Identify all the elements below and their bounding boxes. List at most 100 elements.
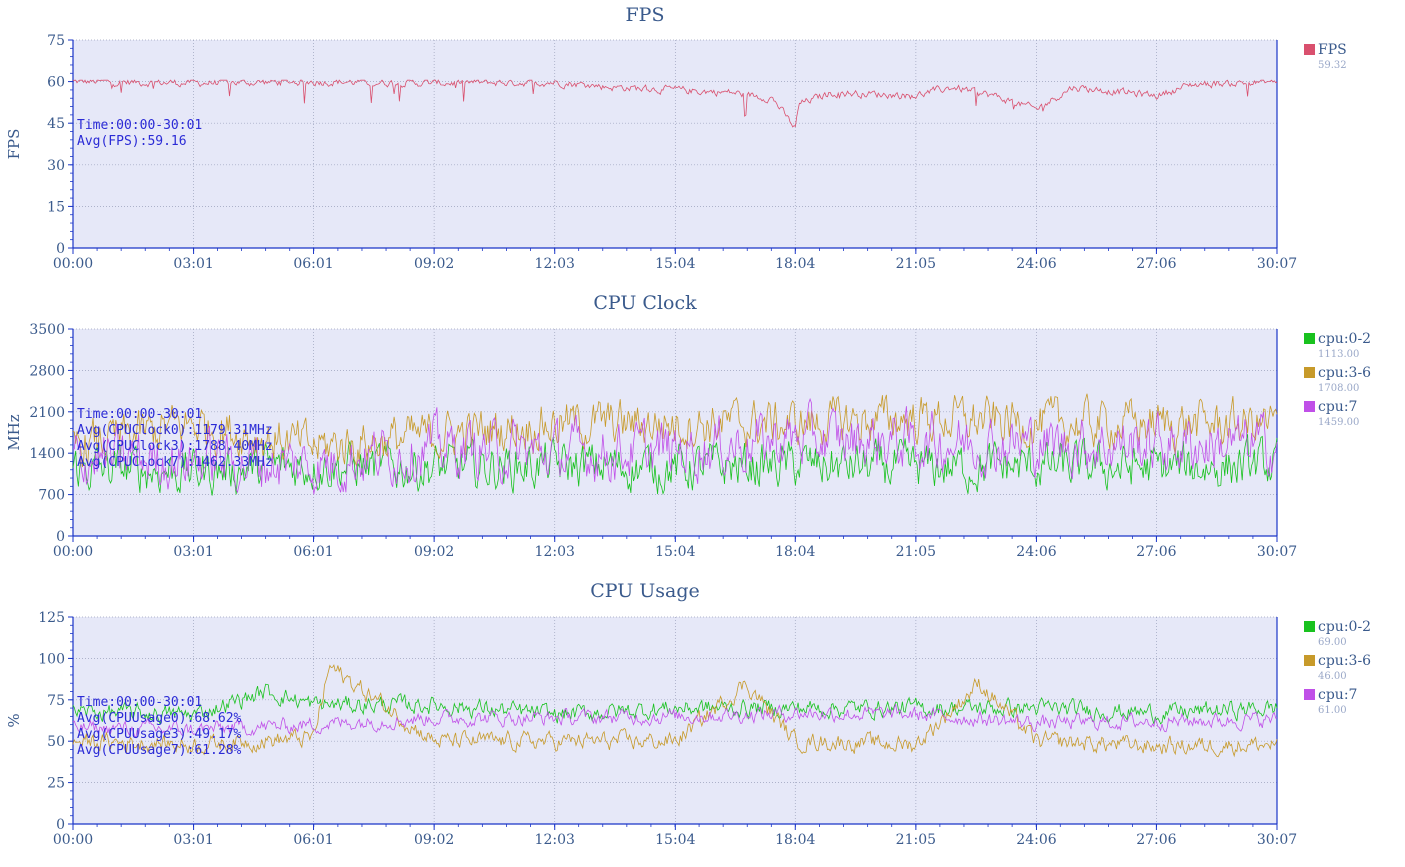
legend-swatch [1304, 44, 1315, 55]
x-tick-label: 09:02 [414, 832, 454, 848]
x-tick-label: 06:01 [293, 544, 333, 560]
chart-title: FPS [626, 4, 665, 26]
y-tick-label: 75 [47, 33, 65, 49]
annotation-text: Time:00:00-30:01 [77, 118, 202, 133]
legend-value: 61.00 [1318, 705, 1347, 716]
legend-swatch [1304, 621, 1315, 632]
legend-value: 59.32 [1318, 60, 1347, 71]
x-tick-label: 18:04 [775, 256, 815, 272]
annotation-text: Time:00:00-30:01 [77, 695, 202, 710]
x-tick-label: 12:03 [535, 832, 575, 848]
x-tick-label: 09:02 [414, 544, 454, 560]
y-tick-label: 2800 [29, 363, 65, 379]
x-tick-label: 06:01 [293, 832, 333, 848]
legend-label: cpu:3-6 [1318, 653, 1371, 669]
x-tick-label: 21:05 [896, 544, 936, 560]
annotation-text: Avg(FPS):59.16 [77, 134, 187, 149]
annotation-text: Avg(CPUUsage7):61.28% [77, 743, 242, 758]
x-tick-label: 18:04 [775, 544, 815, 560]
annotation-text: Avg(CPUClock3):1788.40MHz [77, 439, 273, 454]
x-tick-label: 15:04 [655, 832, 695, 848]
legend-value: 1113.00 [1318, 349, 1359, 360]
series-line-FPS [72, 79, 1278, 128]
x-tick-label: 03:01 [173, 832, 213, 848]
y-axis-label: FPS [5, 129, 23, 160]
x-tick-label: 03:01 [173, 544, 213, 560]
legend-value: 69.00 [1318, 637, 1347, 648]
x-tick-label: 00:00 [53, 256, 93, 272]
y-tick-label: 100 [38, 651, 65, 667]
series-line-cpu-3-6 [72, 393, 1278, 468]
chart-panel-3: CPU Usage 0 25 50 75 100 125 00:00 03:01 06:01 09:… [5, 580, 1371, 848]
x-tick-label: 21:05 [896, 832, 936, 848]
annotation-text: Avg(CPUUsage0):68.62% [77, 711, 242, 726]
series-line-cpu-7 [72, 397, 1278, 495]
x-tick-label: 00:00 [53, 544, 93, 560]
y-tick-label: 0 [56, 817, 65, 833]
series-line-cpu-3-6 [72, 664, 1278, 758]
y-tick-label: 30 [47, 158, 65, 174]
x-tick-label: 12:03 [535, 256, 575, 272]
legend-label: cpu:7 [1318, 687, 1357, 703]
x-tick-label: 24:06 [1016, 544, 1056, 560]
x-tick-label: 24:06 [1016, 256, 1056, 272]
legend-swatch [1304, 689, 1315, 700]
x-tick-label: 30:07 [1257, 256, 1297, 272]
plot-area [73, 40, 1277, 248]
annotation-text: Avg(CPUClock0):1179.31MHz [77, 423, 273, 438]
chart-panel-2: CPU Clock 0 700 1400 2100 2800 3500 00:00 03:01 0… [5, 292, 1371, 560]
series-line-cpu-0-2 [72, 683, 1278, 726]
y-tick-label: 25 [47, 776, 65, 792]
x-tick-label: 27:06 [1136, 256, 1176, 272]
y-axis-label: MHz [5, 414, 23, 450]
legend-label: cpu:3-6 [1318, 365, 1371, 381]
y-tick-label: 1400 [29, 446, 65, 462]
chart-title: CPU Clock [593, 292, 697, 314]
legend-value: 46.00 [1318, 671, 1347, 682]
legend-label: cpu:0-2 [1318, 619, 1371, 635]
y-tick-label: 0 [56, 241, 65, 257]
legend-value: 1708.00 [1318, 383, 1359, 394]
x-tick-label: 03:01 [173, 256, 213, 272]
y-tick-label: 50 [47, 734, 65, 750]
legend-swatch [1304, 655, 1315, 666]
annotation-text: Time:00:00-30:01 [77, 407, 202, 422]
x-tick-label: 00:00 [53, 832, 93, 848]
legend-swatch [1304, 367, 1315, 378]
legend-swatch [1304, 333, 1315, 344]
y-tick-label: 125 [38, 610, 65, 626]
x-tick-label: 06:01 [293, 256, 333, 272]
x-tick-label: 15:04 [655, 544, 695, 560]
annotation-text: Avg(CPUUsage3):49.17% [77, 727, 242, 742]
y-axis-label: % [5, 713, 23, 727]
y-tick-label: 45 [47, 116, 65, 132]
x-tick-label: 12:03 [535, 544, 575, 560]
legend-swatch [1304, 401, 1315, 412]
y-tick-label: 0 [56, 529, 65, 545]
chart-panel-1: FPS 0 15 30 45 60 75 00:00 03:01 06:01 09:02 12:03 1… [5, 4, 1347, 272]
legend-label: cpu:0-2 [1318, 331, 1371, 347]
legend-value: 1459.00 [1318, 417, 1359, 428]
y-tick-label: 60 [47, 75, 65, 91]
x-tick-label: 15:04 [655, 256, 695, 272]
plot-area [73, 617, 1277, 824]
annotation-text: Avg(CPUClock7):1462.33MHz [77, 455, 273, 470]
x-tick-label: 30:07 [1257, 544, 1297, 560]
y-tick-label: 700 [38, 488, 65, 504]
legend-label: cpu:7 [1318, 399, 1357, 415]
x-tick-label: 18:04 [775, 832, 815, 848]
series-line-cpu-7 [72, 703, 1278, 739]
y-tick-label: 15 [47, 199, 65, 215]
x-tick-label: 09:02 [414, 256, 454, 272]
x-tick-label: 30:07 [1257, 832, 1297, 848]
x-tick-label: 21:05 [896, 256, 936, 272]
y-tick-label: 3500 [29, 322, 65, 338]
legend-label: FPS [1318, 42, 1347, 58]
y-tick-label: 75 [47, 693, 65, 709]
x-tick-label: 24:06 [1016, 832, 1056, 848]
x-tick-label: 27:06 [1136, 544, 1176, 560]
chart-title: CPU Usage [590, 580, 700, 602]
x-tick-label: 27:06 [1136, 832, 1176, 848]
y-tick-label: 2100 [29, 405, 65, 421]
